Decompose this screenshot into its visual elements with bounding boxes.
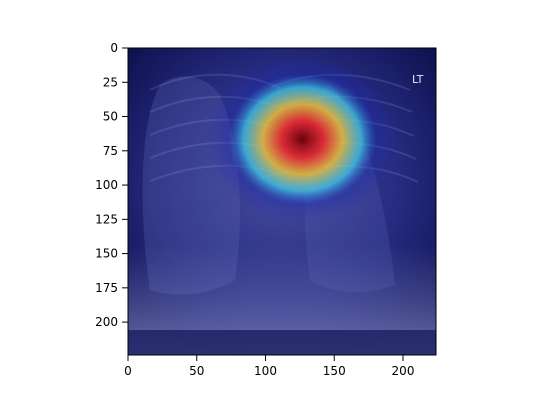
y-tick-label-200: 200	[95, 315, 118, 329]
x-tick-label-50: 50	[189, 364, 204, 378]
y-tick-label-175: 175	[95, 281, 118, 295]
y-tick-label-100: 100	[95, 178, 118, 192]
x-tick-label-200: 200	[392, 364, 415, 378]
x-tick-label-0: 0	[124, 364, 132, 378]
y-tick-label-25: 25	[103, 75, 118, 89]
y-axis: 0 25 50 75 100 125 150 175 200	[95, 41, 128, 329]
y-tick-label-50: 50	[103, 110, 118, 124]
overlay-marker-text: LT	[412, 73, 424, 86]
x-axis: 0 50 100 150 200	[124, 355, 414, 378]
bottom-band	[128, 330, 436, 355]
y-tick-label-125: 125	[95, 212, 118, 226]
y-tick-label-150: 150	[95, 247, 118, 261]
xray-heatmap-image: LT	[128, 48, 436, 355]
x-tick-label-150: 150	[323, 364, 346, 378]
plot-frame	[127, 47, 437, 356]
x-tick-label-100: 100	[254, 364, 277, 378]
heatmap-blob	[170, 60, 420, 280]
y-tick-label-0: 0	[110, 41, 118, 55]
y-tick-label-75: 75	[103, 144, 118, 158]
